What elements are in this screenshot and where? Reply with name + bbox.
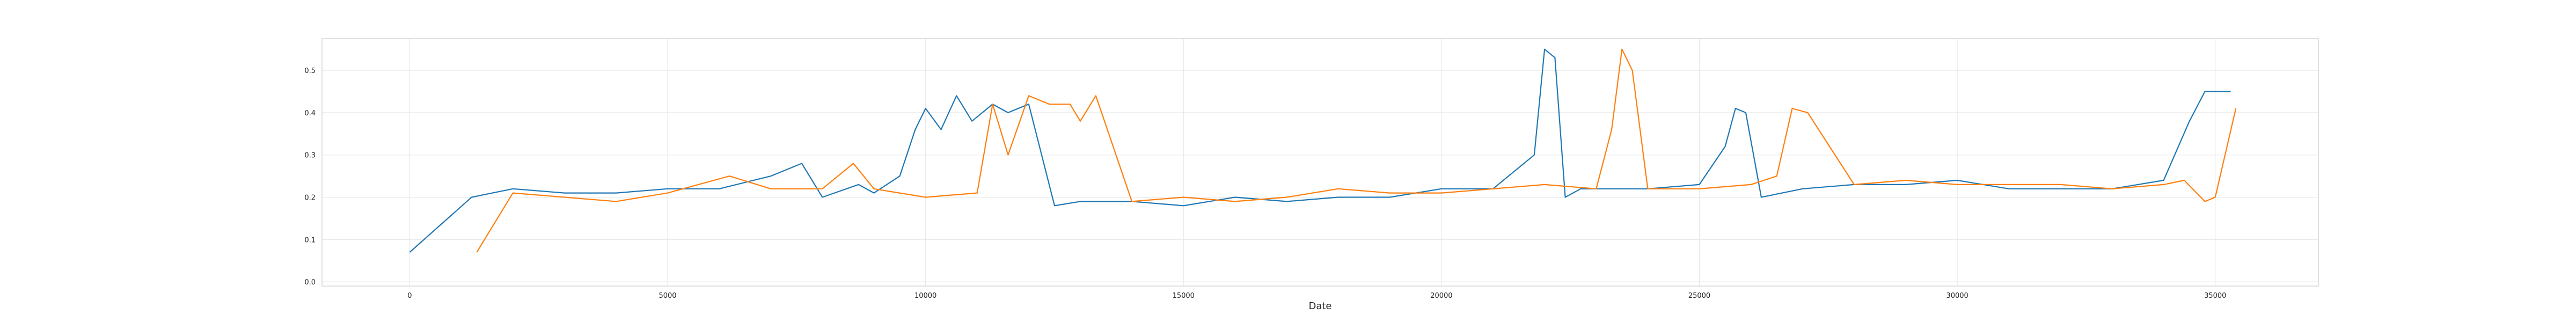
x-tick-label: 0 [407, 292, 412, 300]
y-tick-label: 0.1 [304, 236, 316, 244]
y-tick-label: 0.2 [304, 194, 316, 202]
x-tick-label: 30000 [1946, 292, 1968, 300]
y-tick-label: 0.0 [304, 279, 316, 287]
x-tick-label: 20000 [1430, 292, 1452, 300]
x-tick-label: 25000 [1688, 292, 1710, 300]
series-lines [409, 48, 2237, 253]
x-axis-label: Date [1308, 301, 1331, 312]
plot-frame [321, 38, 2319, 287]
plot-background [322, 39, 2318, 286]
series-line-1 [409, 48, 2231, 253]
x-tick-labels: 0 5000 10000 15000 20000 25000 30000 35000 [407, 292, 2226, 300]
x-tick-label: 10000 [914, 292, 936, 300]
series-line-2 [476, 48, 2237, 253]
x-tick-label: 5000 [658, 292, 676, 300]
grid-lines [322, 39, 2318, 286]
y-tick-label: 0.3 [304, 152, 316, 160]
x-tick-label: 15000 [1173, 292, 1195, 300]
y-tick-label: 0.5 [304, 67, 316, 75]
y-tick-labels: 0.0 0.1 0.2 0.3 0.4 0.5 [304, 67, 316, 287]
y-tick-label: 0.4 [304, 109, 316, 118]
x-tick-label: 35000 [2204, 292, 2226, 300]
